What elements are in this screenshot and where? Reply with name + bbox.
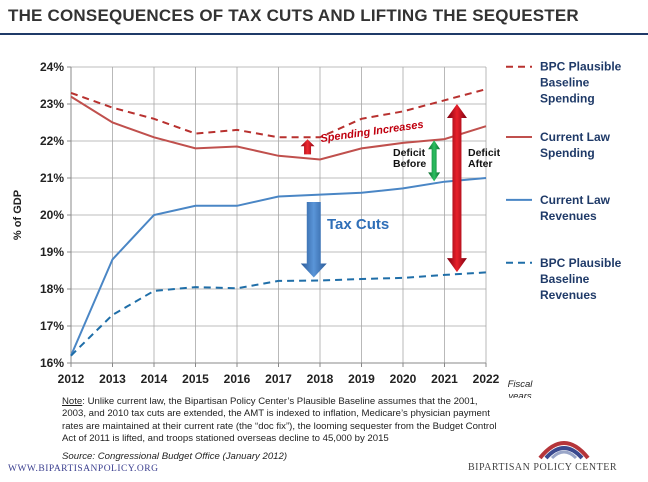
y-tick-label: 18%	[40, 282, 64, 296]
deficit-before-label: Before	[393, 158, 426, 170]
tax-cuts-label: Tax Cuts	[327, 216, 389, 233]
tax-cuts-arrow	[300, 202, 327, 278]
bpc-logo-icon	[538, 441, 590, 460]
deficit-after-label: Deficit	[468, 147, 501, 159]
deficit-before-arrow	[428, 140, 441, 182]
note-label: Note	[62, 396, 83, 407]
y-tick-label: 23%	[40, 97, 64, 111]
y-tick-label: 16%	[40, 356, 64, 370]
note-text: : Unlike current law, the Bipartisan Pol…	[62, 396, 497, 444]
legend-label-3: Revenues	[540, 288, 597, 302]
chart-title: THE CONSEQUENCES OF TAX CUTS AND LIFTING…	[8, 6, 579, 25]
legend-label-3: Baseline	[540, 272, 590, 286]
legend-label-3: BPC Plausible	[540, 256, 622, 270]
x-tick-label: 2019	[348, 372, 375, 386]
series-line-0	[70, 88, 487, 139]
x-axis-label: years	[507, 391, 531, 398]
legend-label-0: Baseline	[540, 76, 590, 90]
x-tick-label: 2016	[224, 372, 251, 386]
series-line-1	[70, 95, 487, 161]
spending-increase-arrow	[300, 139, 315, 155]
legend-label-1: Current Law	[540, 130, 611, 144]
deficit-after-label: After	[468, 158, 493, 170]
x-tick-label: 2018	[307, 372, 334, 386]
source-text: Source: Congressional Budget Office (Jan…	[62, 451, 288, 462]
series-line-2	[70, 177, 487, 356]
deficit-after-arrow	[446, 104, 467, 273]
x-tick-label: 2020	[390, 372, 417, 386]
legend-label-1: Spending	[540, 146, 595, 160]
line-chart: 16% 17% 18% 19% 20% 21% 22% 23% 24% 2012 2013 2014 2…	[12, 60, 622, 398]
series-line-3	[70, 271, 487, 357]
website-link[interactable]: WWW.BIPARTISANPOLICY.ORG	[8, 464, 159, 474]
x-tick-label: 2013	[99, 372, 126, 386]
title-rule	[0, 33, 648, 35]
y-tick-label: 20%	[40, 208, 64, 222]
y-tick-label: 17%	[40, 319, 64, 333]
x-tick-label: 2012	[58, 372, 85, 386]
y-tick-label: 19%	[40, 245, 64, 259]
y-tick-label: 21%	[40, 171, 64, 185]
footnote: Note: Unlike current law, the Bipartisan…	[62, 396, 502, 445]
x-tick-label: 2017	[265, 372, 292, 386]
legend-label-2: Revenues	[540, 209, 597, 223]
x-axis-label: Fiscal	[508, 379, 534, 390]
org-name: BIPARTISAN POLICY CENTER	[468, 462, 618, 473]
y-tick-label: 22%	[40, 134, 64, 148]
deficit-before-label: Deficit	[393, 147, 426, 159]
legend-label-0: BPC Plausible	[540, 60, 622, 74]
y-axis-label: % of GDP	[12, 190, 24, 240]
legend-label-2: Current Law	[540, 193, 611, 207]
x-tick-label: 2021	[431, 372, 458, 386]
legend-label-0: Spending	[540, 92, 595, 106]
x-tick-label: 2015	[182, 372, 209, 386]
x-tick-label: 2022	[473, 372, 500, 386]
y-tick-label: 24%	[40, 60, 64, 74]
x-tick-label: 2014	[141, 372, 168, 386]
